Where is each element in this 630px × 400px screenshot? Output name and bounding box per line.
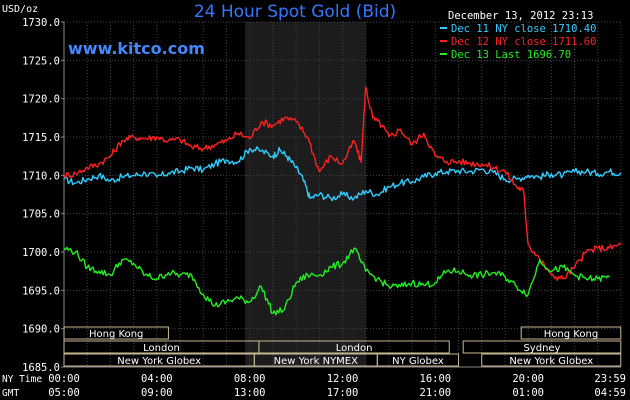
- y-tick-label: 1695.0: [22, 285, 60, 297]
- x-tick-label: 04:59: [594, 387, 626, 399]
- x-tick-label: 20:00: [512, 373, 544, 385]
- y-tick-label: 1730.0: [22, 17, 60, 29]
- y-tick-label: 1700.0: [22, 247, 60, 259]
- session-label: New York NYMEX: [274, 356, 359, 367]
- session-box: [63, 326, 169, 340]
- plot-frame: [63, 22, 621, 368]
- x-tick-label: 04:00: [141, 373, 173, 385]
- session-label: Hong Kong: [89, 329, 143, 340]
- y-tick-label: 1705.0: [22, 209, 60, 221]
- x-axis-labels: NY Time 00:00 04:00 08:00 12:00 16:00 20:00 23:…: [2, 373, 626, 399]
- legend-entry: Dec 11 NY close 1710.40: [451, 23, 596, 35]
- chart-title: 24 Hour Spot Gold (Bid): [194, 2, 396, 22]
- x-tick-label: 23:59: [594, 373, 626, 385]
- y-tick-label: 1725.0: [22, 55, 60, 67]
- legend-entry: Dec 12 NY close 1711.60: [451, 36, 596, 48]
- session-label: Hong Kong: [544, 329, 598, 340]
- y-tick-label: 1720.0: [22, 94, 60, 106]
- x-tick-label: 08:00: [234, 373, 266, 385]
- date-label: December 13, 2012 23:13: [448, 10, 593, 22]
- y-axis-unit: USD/oz: [2, 4, 38, 15]
- series-line: [63, 86, 622, 281]
- x-axis-row-label: GMT: [2, 388, 19, 399]
- x-tick-label: 12:00: [327, 373, 359, 385]
- x-tick-label: 21:00: [420, 387, 452, 399]
- legend-entry: Dec 13 Last 1696.70: [451, 49, 571, 61]
- y-tick-label: 1710.0: [22, 170, 60, 182]
- x-tick-label: 05:00: [48, 387, 80, 399]
- session-label: London: [336, 343, 373, 354]
- x-tick-label: 00:00: [48, 373, 80, 385]
- session-label: NY Globex: [392, 356, 444, 367]
- session-label: New York Globex: [509, 356, 593, 367]
- session-box: [258, 340, 450, 354]
- y-tick-label: 1685.0: [22, 362, 60, 374]
- session-box: [462, 340, 622, 354]
- x-tick-label: 13:00: [234, 387, 266, 399]
- y-tick-label: 1715.0: [22, 132, 60, 144]
- x-tick-label: 16:00: [420, 373, 452, 385]
- session-label: Sydney: [523, 343, 560, 354]
- x-tick-label: 01:00: [512, 387, 544, 399]
- session-label: New York Globex: [117, 356, 201, 367]
- series-line: [63, 246, 610, 316]
- session-label: London: [143, 343, 180, 354]
- grid-lines: [63, 21, 622, 368]
- y-tick-label: 1690.0: [22, 324, 60, 336]
- x-tick-label: 17:00: [327, 387, 359, 399]
- session-box: [481, 353, 622, 367]
- y-axis-labels: 1685.0 1690.0 1695.0 1700.0 1705.0 1710.0 1715…: [22, 17, 64, 374]
- series-line: [63, 146, 622, 202]
- session-box: [520, 326, 622, 340]
- x-axis-row-label: NY Time: [2, 374, 42, 385]
- x-tick-label: 09:00: [141, 387, 173, 399]
- price-lines: [63, 86, 622, 316]
- session-box: [376, 353, 460, 367]
- source-url: www.kitco.com: [68, 39, 205, 58]
